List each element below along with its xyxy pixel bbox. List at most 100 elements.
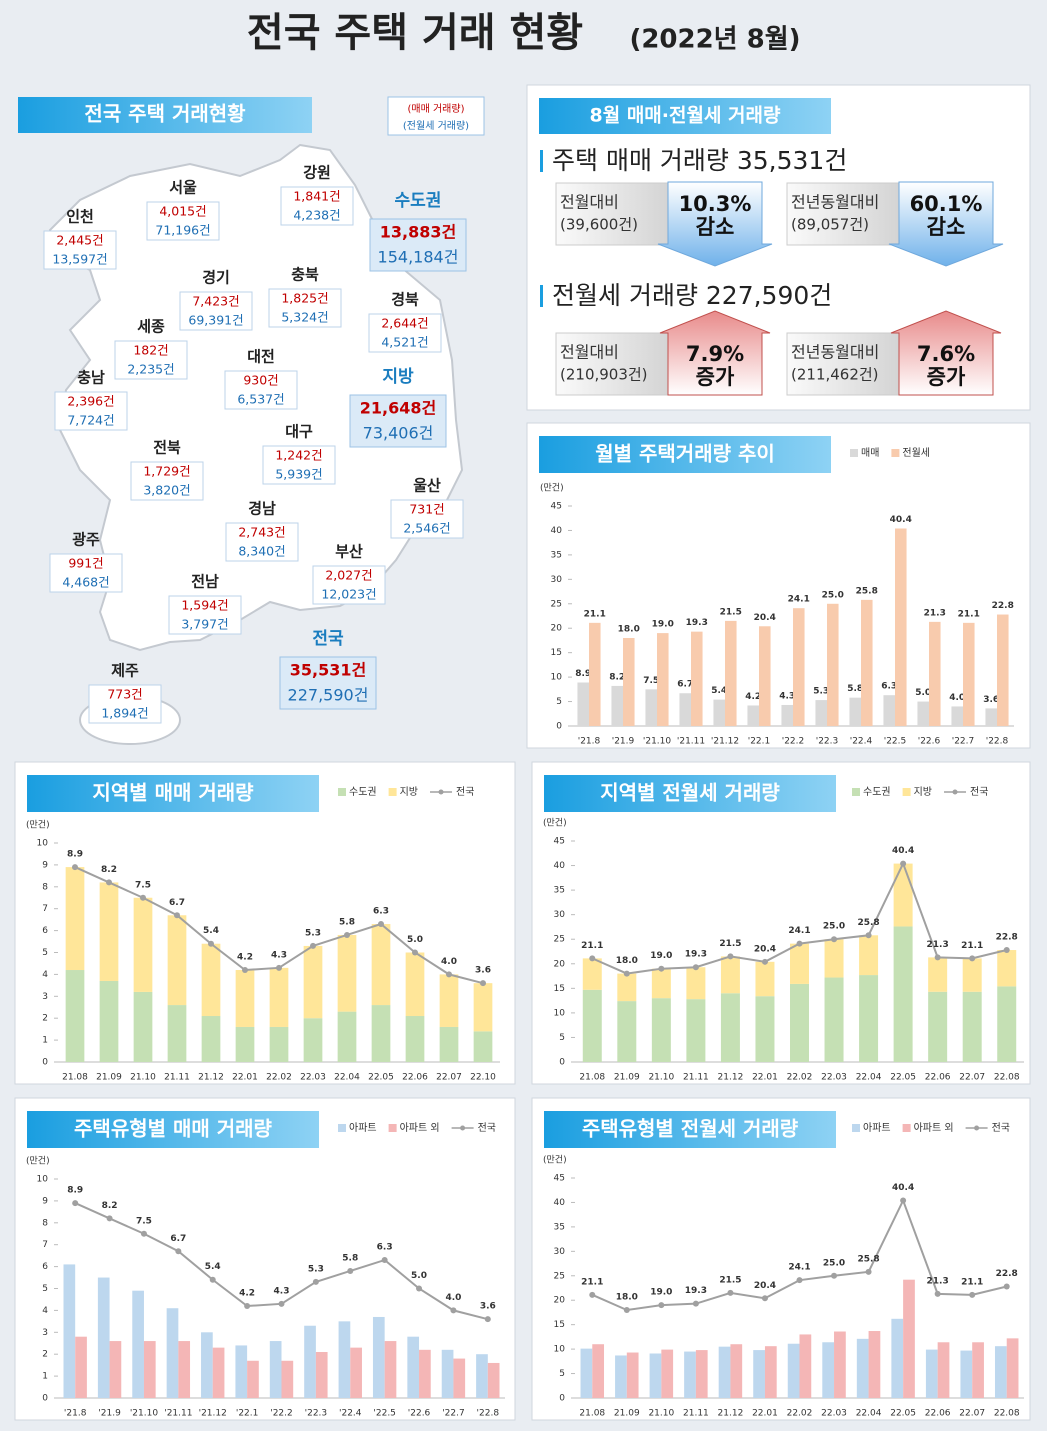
y-axis-label: (만건) (540, 483, 564, 494)
total-point (244, 1303, 251, 1310)
x-tick-label: '22.8 (477, 1409, 500, 1419)
bar-segment (962, 991, 982, 1062)
y-tick-label: 7 (42, 1240, 48, 1250)
bar (759, 626, 771, 726)
bar (577, 682, 589, 726)
bar-segment (303, 945, 323, 1019)
y-tick-label: 40 (554, 861, 566, 871)
data-label: 7.5 (136, 1216, 152, 1226)
x-tick-label: 22.08 (994, 1409, 1020, 1419)
bar (63, 1264, 76, 1398)
region-name: 제주 (111, 662, 139, 680)
compare-label: 전월대비 (560, 193, 619, 212)
region-sale: 731건 (409, 502, 444, 517)
region-rent: 4,238건 (293, 208, 340, 223)
bar (281, 1360, 294, 1398)
data-label: 21.5 (720, 607, 742, 617)
bar (441, 1349, 454, 1398)
legend-label: 전국 (970, 786, 988, 798)
x-tick-label: 22.05 (368, 1073, 394, 1083)
data-label: 8.2 (101, 865, 117, 875)
total-point (209, 1276, 216, 1283)
total-name: 전국 (312, 629, 344, 649)
total-point (1003, 1283, 1010, 1290)
total-point (658, 965, 665, 972)
legend-label: 아파트 외 (400, 1122, 440, 1134)
bar (407, 1336, 420, 1398)
region-box (43, 230, 117, 270)
data-label: 19.0 (652, 620, 674, 630)
region-sale: 773건 (107, 687, 142, 702)
total-point (934, 1290, 941, 1297)
y-tick-label: 0 (42, 1058, 48, 1068)
bar-segment (201, 943, 221, 1017)
data-label: 25.0 (822, 590, 844, 600)
total-point (446, 971, 452, 978)
change-direction: 증가 (696, 365, 735, 389)
region-name: 강원 (303, 164, 331, 182)
data-label: 6.7 (169, 898, 185, 908)
bar (649, 1353, 662, 1398)
data-label: 24.1 (788, 595, 810, 605)
bar (212, 1347, 225, 1398)
legend-swatch (388, 788, 397, 796)
x-tick-label: '21.10 (643, 737, 672, 747)
region-box (368, 313, 442, 353)
compare-base: (89,057건) (791, 216, 869, 234)
region-name: 서울 (169, 179, 197, 197)
data-label: 5.8 (342, 1253, 358, 1263)
total-point (312, 1278, 319, 1285)
y-tick-label: 35 (554, 886, 565, 896)
bar-segment (617, 1001, 637, 1062)
x-tick-label: '21.9 (612, 737, 635, 747)
region-rent: 8,340건 (238, 544, 285, 559)
region-rent: 1,894건 (101, 706, 148, 721)
bar (487, 1362, 500, 1398)
bar (97, 1277, 110, 1398)
bar-segment (269, 967, 289, 1027)
y-tick-label: 0 (559, 1058, 565, 1068)
total-point (761, 958, 768, 965)
region-sale: 2,445건 (56, 233, 103, 248)
bar-segment (235, 1026, 255, 1062)
bar (679, 693, 691, 726)
total-point (242, 967, 248, 974)
region-sale: 930건 (243, 373, 278, 388)
change-rate: 10.3% (679, 192, 752, 216)
x-tick-label: 21.12 (718, 1409, 744, 1419)
data-label: 7.5 (643, 676, 659, 686)
bar-segment (473, 983, 493, 1032)
bar-segment (371, 924, 391, 1006)
bar (684, 1351, 696, 1398)
bar (661, 1349, 674, 1398)
bar (645, 689, 657, 726)
x-tick-label: 21.11 (164, 1073, 190, 1083)
bar (793, 608, 805, 726)
x-tick-label: '21.11 (164, 1409, 192, 1419)
legend-label: 수도권 (863, 786, 891, 798)
bar (856, 1338, 869, 1398)
x-tick-label: '22.2 (782, 737, 805, 747)
data-label: 21.5 (719, 1275, 741, 1285)
y-tick-label: 10 (554, 1008, 566, 1018)
data-label: 24.1 (788, 926, 810, 936)
total-name: 지방 (382, 367, 414, 387)
data-label: 4.2 (239, 1289, 255, 1299)
data-label: 25.8 (856, 586, 878, 596)
bar (132, 1290, 144, 1398)
data-label: 4.3 (779, 691, 795, 701)
total-point (480, 980, 486, 987)
region-name: 경기 (202, 269, 230, 287)
bar-segment (686, 999, 706, 1062)
y-tick-label: 45 (551, 502, 562, 512)
legend-dot (952, 789, 958, 795)
page-date: (2022년 8월) (629, 25, 800, 55)
bar (247, 1360, 259, 1398)
x-tick-label: '22.8 (986, 737, 1009, 747)
bar-segment (473, 1031, 493, 1062)
y-tick-label: 8 (42, 1218, 48, 1228)
y-tick-label: 3 (42, 1328, 48, 1338)
x-tick-label: 21.12 (718, 1073, 744, 1083)
total-point (727, 953, 734, 960)
total-point (310, 942, 316, 949)
